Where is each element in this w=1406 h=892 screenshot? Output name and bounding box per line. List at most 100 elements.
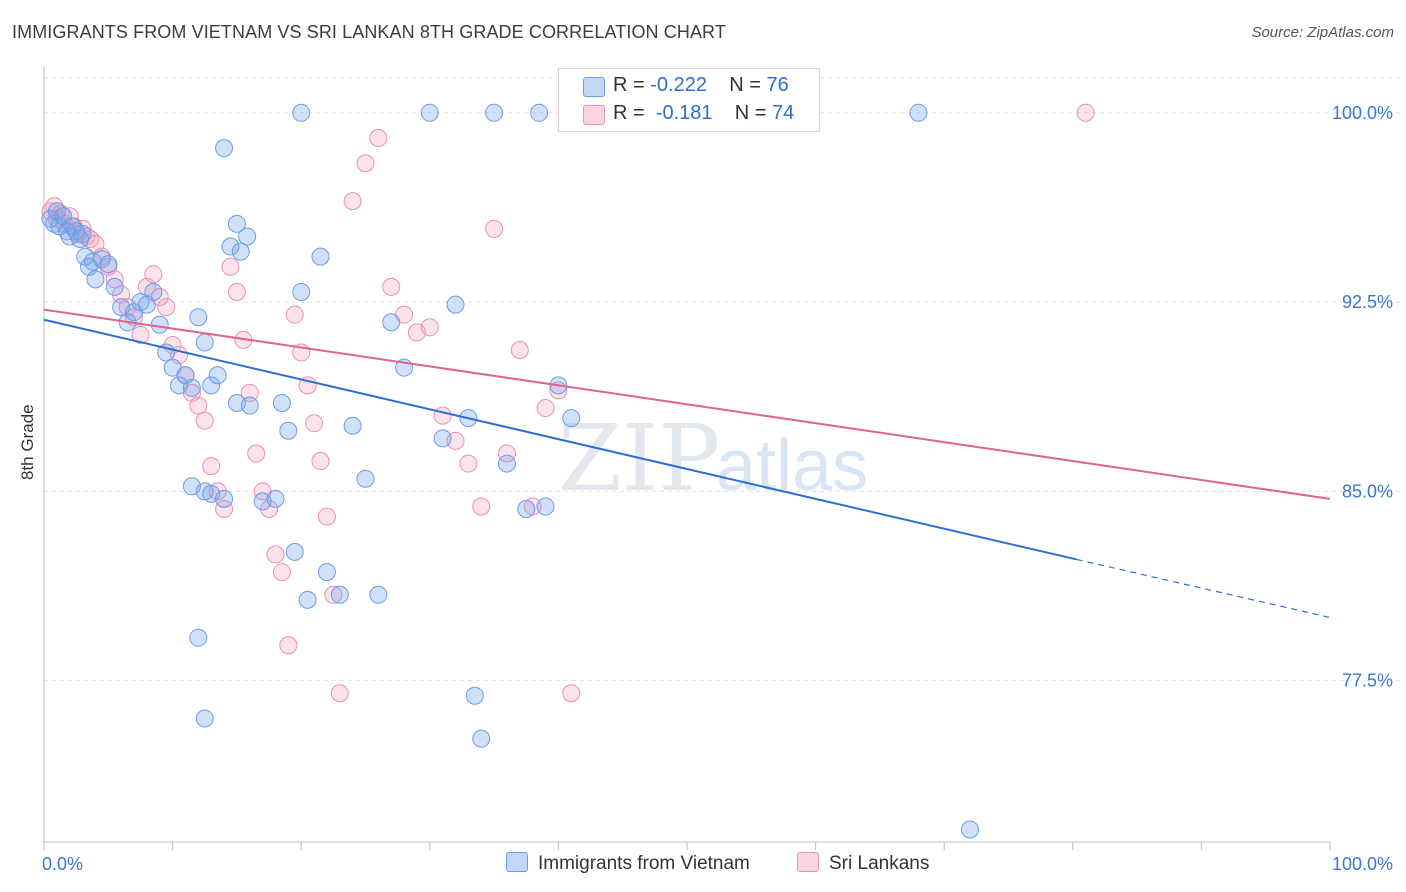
point-srilankan [1076, 103, 1095, 122]
point-srilankan [285, 305, 304, 324]
point-srilankan [369, 129, 388, 148]
y-axis-label: 8th Grade [18, 404, 37, 480]
y-tick-label: 92.5% [1342, 292, 1393, 312]
point-srilankan [260, 499, 279, 518]
point-vietnam [382, 313, 401, 332]
point-vietnam [227, 214, 246, 233]
point-vietnam [497, 454, 516, 473]
point-vietnam [317, 563, 336, 582]
trendline-srilankans [43, 308, 1331, 500]
point-vietnam [343, 416, 362, 435]
point-vietnam [202, 376, 221, 395]
point-srilankan [305, 414, 324, 433]
legend-label-vietnam: Immigrants from Vietnam [538, 853, 750, 874]
point-vietnam [356, 469, 375, 488]
legend-swatch-blue [506, 852, 528, 872]
point-srilankan [189, 396, 208, 415]
point-srilankan [536, 399, 555, 418]
point-vietnam [195, 709, 214, 728]
point-srilankan [485, 219, 504, 238]
point-vietnam [71, 229, 90, 248]
point-vietnam [99, 255, 118, 274]
point-vietnam [446, 295, 465, 314]
point-vietnam [144, 282, 163, 301]
point-vietnam [292, 103, 311, 122]
point-vietnam [231, 242, 250, 261]
legend-swatch-pink [797, 852, 819, 872]
point-vietnam [369, 585, 388, 604]
chart-source: Source: ZipAtlas.com [1251, 24, 1394, 41]
point-vietnam [465, 686, 484, 705]
point-vietnam [279, 421, 298, 440]
y-tick-label: 77.5% [1342, 671, 1393, 691]
point-vietnam [960, 820, 979, 839]
point-srilankan [240, 383, 259, 402]
point-srilankan [202, 457, 221, 476]
point-vietnam [240, 396, 259, 415]
point-srilankan [144, 265, 163, 284]
chart-title: IMMIGRANTS FROM VIETNAM VS SRI LANKAN 8T… [12, 22, 726, 42]
point-vietnam [330, 585, 349, 604]
point-vietnam [909, 103, 928, 122]
point-vietnam [182, 378, 201, 397]
point-srilankan [247, 444, 266, 463]
bottom-legend-vietnam: Immigrants from Vietnam [506, 852, 750, 875]
point-vietnam [189, 628, 208, 647]
point-vietnam [86, 270, 105, 289]
legend-swatch-blue [583, 77, 605, 97]
point-srilankan [221, 257, 240, 276]
point-srilankan [266, 545, 285, 564]
correlation-legend: R = -0.222 N = 76 R = -0.181 N = 74 [558, 68, 820, 132]
y-tick-labels: 77.5% 85.0% 92.5% 100.0% 0.0% 100.0% [42, 103, 1393, 874]
trend-lines [43, 308, 1331, 619]
point-srilankan [356, 154, 375, 173]
legend-text: R = -0.222 N = 76 [613, 74, 789, 96]
point-srilankan [433, 406, 452, 425]
point-vietnam [221, 237, 240, 256]
legend-swatch-pink [583, 105, 605, 125]
point-vietnam [208, 366, 227, 385]
legend-text: R = -0.181 N = 74 [613, 102, 795, 124]
point-srilankan [343, 192, 362, 211]
x-tick-label: 0.0% [42, 854, 83, 874]
point-vietnam [105, 277, 124, 296]
point-vietnam [150, 315, 169, 334]
point-vietnam [433, 429, 452, 448]
point-vietnam [292, 282, 311, 301]
y-tick-label: 100.0% [1332, 103, 1393, 123]
point-vietnam [54, 207, 73, 226]
point-srilankan [195, 411, 214, 430]
axes [43, 66, 1331, 850]
trendline-vietnam [43, 318, 1077, 561]
point-vietnam [517, 499, 536, 518]
series-sri-lankans [41, 103, 1095, 703]
point-vietnam [485, 103, 504, 122]
legend-label-srilankans: Sri Lankans [829, 853, 930, 874]
point-vietnam [472, 729, 491, 748]
point-srilankan [131, 325, 150, 344]
x-tick-label: 100.0% [1332, 854, 1393, 874]
point-vietnam [285, 542, 304, 561]
point-srilankan [472, 497, 491, 516]
point-srilankan [562, 684, 581, 703]
point-srilankan [279, 636, 298, 655]
point-vietnam [189, 308, 208, 327]
trendline-vietnam-extension [1076, 558, 1331, 619]
point-srilankan [227, 282, 246, 301]
point-srilankan [420, 318, 439, 337]
point-vietnam [311, 247, 330, 266]
point-vietnam [562, 409, 581, 428]
point-srilankan [105, 270, 124, 289]
point-srilankan [330, 684, 349, 703]
point-srilankan [382, 277, 401, 296]
point-srilankan [324, 585, 343, 604]
bottom-legend-srilankans: Sri Lankans [797, 852, 929, 875]
point-vietnam [195, 333, 214, 352]
y-tick-label: 85.0% [1342, 481, 1393, 501]
series-vietnam [41, 103, 979, 839]
point-vietnam [215, 489, 234, 508]
point-vietnam [536, 497, 555, 516]
point-vietnam [73, 224, 92, 243]
point-srilankan [459, 454, 478, 473]
